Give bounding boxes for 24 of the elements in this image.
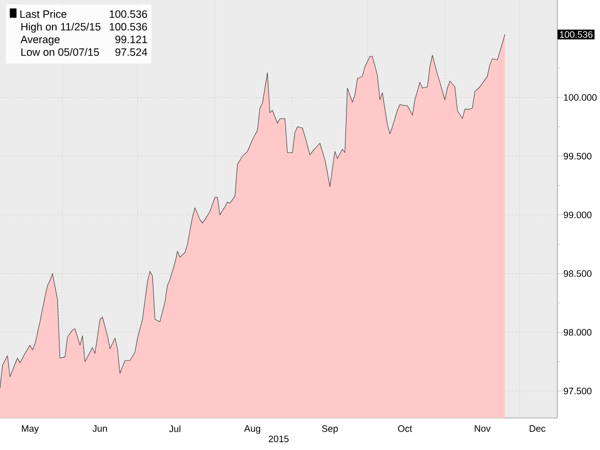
text: Last Price (20, 10, 66, 18)
annotation: 100.536 (110, 10, 148, 18)
annotation: High on 11/25/15 (21, 22, 100, 33)
y-tick-label: 98.500 (564, 270, 592, 277)
x-tick-label: May (22, 425, 39, 434)
x-tick-label: Oct (398, 425, 412, 432)
x-tick-label: Jun (92, 425, 107, 432)
annotation: Low on 05/07/15 (21, 48, 99, 56)
x-tick-label: Nov (474, 425, 491, 432)
x-axis-title: 2015 (268, 436, 289, 442)
x-tick-label: Aug (244, 425, 260, 434)
y-tick-label: 97.500 (564, 388, 592, 394)
text: 100.536 (560, 31, 593, 38)
annotation: Average (20, 36, 60, 46)
annotation: 97.524 (115, 48, 148, 56)
y-tick-label: 98.000 (564, 328, 592, 336)
y-tick-label: 99.500 (564, 152, 592, 160)
annotation: 99.121 (115, 36, 147, 44)
x-tick-label: Jul (169, 425, 180, 432)
x-tick-label: Sep (322, 425, 338, 434)
y-tick-label: 99.000 (564, 212, 592, 218)
y-tick-label: 100.000 (564, 94, 597, 101)
annotation: 100.536 (110, 22, 148, 31)
x-tick-label: Dec (530, 425, 546, 432)
